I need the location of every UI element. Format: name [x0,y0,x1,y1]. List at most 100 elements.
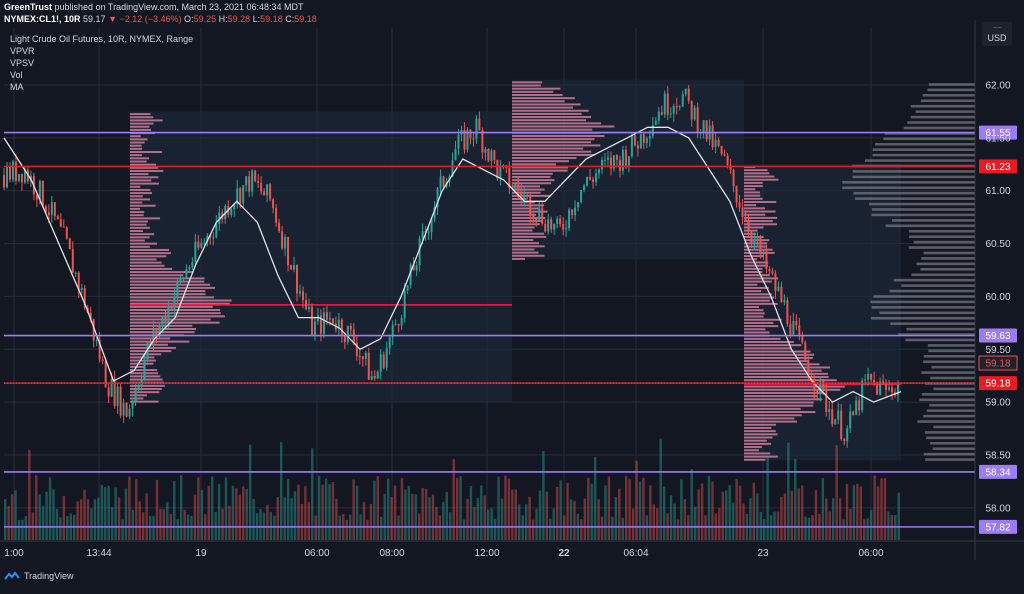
volume-bar [79,499,83,540]
candle-body [92,318,95,341]
volume-bar [390,497,393,540]
legend-title[interactable]: Light Crude Oil Futures, 10R, NYMEX, Ran… [10,34,194,44]
volume-bar [600,516,604,540]
candle-body [110,379,113,397]
candle-body [789,323,792,335]
candle-body [194,241,197,263]
candle-body [744,217,747,221]
candle-body [541,207,544,224]
tradingview-brand[interactable]: TradingView [24,571,74,581]
candle-body [870,373,873,381]
candle-body [672,105,675,114]
vpsv-row [744,245,768,248]
volume-bar [718,508,721,540]
volume-bar [21,519,24,540]
volume-bar [7,506,10,540]
candle-body [807,359,810,377]
vpsv-row [130,119,163,122]
vpsv-row [130,154,142,157]
volume-bar [355,485,359,540]
quote-line: NYMEX:CL1!, 10R 59.17 ▼ −2.12 (−3.46%) O… [4,14,317,24]
vpsv-row [744,398,823,401]
volume-bar [873,475,876,540]
candle-body [603,159,606,161]
volume-bar [611,516,614,540]
symbol-label[interactable]: NYMEX:CL1!, 10R [4,14,81,24]
candle-body [391,324,394,338]
volume-bar [421,488,424,540]
volume-bar [676,519,680,540]
level-label-bg [979,464,1017,479]
vpsv-row [744,175,775,178]
vpsv-row [744,356,813,359]
volume-bar [238,494,241,540]
x-tick-label: 19 [195,548,207,559]
vpsv-row [512,81,543,84]
vpsv-row [130,286,216,289]
vpsv-row [744,347,792,350]
volume-bar [483,495,486,540]
vpvr-row [919,398,975,402]
candles [3,85,900,448]
candle-body [98,339,101,360]
candle-body [367,352,370,380]
vpsv-row [130,195,143,198]
volume-bar [690,469,693,540]
candle-body [331,318,334,324]
candle-body [179,278,182,281]
volume-bar [145,493,148,540]
vpvr-row [930,376,975,380]
vpsv-row [744,391,823,394]
volume-bar [618,488,621,540]
candle-body [370,375,373,380]
volume-bar [55,508,59,540]
price-change: ▼ −2.12 (−3.46%) [108,14,182,24]
vpsv-row [130,277,205,280]
volume-bar [614,497,618,540]
vpvr-row [892,219,975,222]
indicator-vol[interactable]: Vol [10,70,23,80]
volume-bar [628,479,631,540]
candle-body [475,118,478,139]
candle-body [627,156,630,167]
candle-body [723,154,726,156]
candle-body [328,318,331,320]
candle-body [801,335,804,343]
vpsv-row [744,274,770,277]
volume-bar [842,519,845,540]
candle-body [756,237,759,239]
volume-bar [200,490,204,540]
vpsv-row [744,207,766,210]
indicator-vpvr[interactable]: VPVR [10,46,35,56]
candle-body [113,379,116,406]
vpsv-row [130,258,157,261]
candle-body [71,249,74,273]
candle-body [125,402,128,417]
indicator-vpsv[interactable]: VPSV [10,58,35,68]
vpsv-row [744,255,764,258]
vpvr-row [871,213,975,217]
indicator-ma[interactable]: MA [10,82,24,92]
vpsv-row [512,134,605,137]
vpsv-row [744,372,828,375]
vpsv-row [744,455,778,458]
author-name[interactable]: GreenTrust [4,2,53,12]
vpsv-row [744,172,770,175]
volume-bar [749,498,752,540]
vpsv-row [512,100,565,103]
volume-bar [500,498,504,540]
volume-bar [473,506,476,540]
vpsv-row [744,436,773,439]
y-tick-label: 61.50 [985,133,1010,144]
price-unit-box[interactable]: −− USD [982,22,1012,46]
volume-bar [518,504,521,540]
vpsv-row [744,452,771,455]
vpvr-row [903,126,975,130]
volume-bar [380,516,383,540]
volume-bar [431,494,435,540]
volume-bar [549,518,552,540]
volume-bar [317,475,321,540]
vpsv-row [744,293,772,296]
